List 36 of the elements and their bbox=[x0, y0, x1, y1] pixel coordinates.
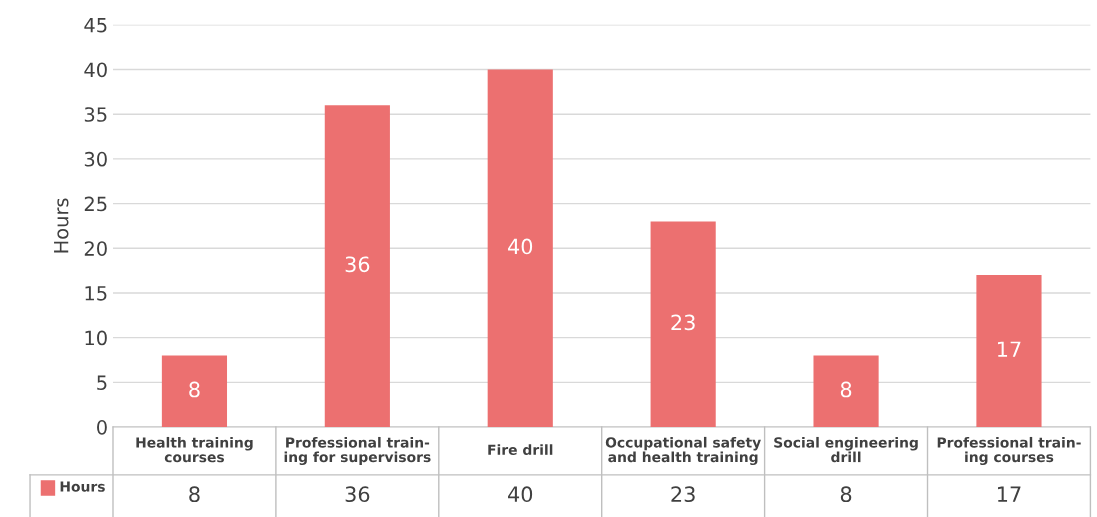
x-tick-label: Fire drill bbox=[488, 444, 553, 455]
data-label: 17 bbox=[998, 341, 1021, 357]
data-label: 8 bbox=[840, 381, 852, 398]
bar bbox=[813, 355, 879, 428]
text: 36 bbox=[345, 486, 370, 503]
data-label: 23 bbox=[671, 314, 695, 331]
y-tick-label: 10 bbox=[85, 330, 107, 346]
y-tick-label: 30 bbox=[84, 151, 107, 167]
text: 23 bbox=[671, 486, 695, 503]
bar bbox=[324, 105, 390, 428]
text: 8 bbox=[840, 486, 852, 503]
y-tick-label: 5 bbox=[97, 375, 107, 391]
y-tick-label: 25 bbox=[84, 196, 107, 212]
data-label: 36 bbox=[345, 256, 370, 273]
bar bbox=[487, 69, 553, 428]
x-tick-label: Social engineering drill bbox=[774, 436, 918, 463]
y-tick-label: 45 bbox=[84, 18, 107, 33]
legend-label: Hours bbox=[60, 481, 105, 492]
text: 17 bbox=[998, 486, 1021, 502]
y-axis-title: Hours bbox=[54, 198, 69, 253]
data-label: 8 bbox=[189, 381, 200, 398]
x-tick-label: Health training courses bbox=[136, 436, 253, 463]
text: 8 bbox=[189, 486, 200, 503]
y-tick-label: 20 bbox=[84, 241, 107, 256]
y-tick-label: 35 bbox=[84, 107, 107, 122]
y-tick-label: 0 bbox=[97, 420, 107, 435]
y-tick-label: 15 bbox=[85, 286, 107, 301]
bar bbox=[161, 355, 228, 428]
text: 40 bbox=[508, 486, 533, 503]
data-label: 40 bbox=[508, 238, 533, 255]
y-tick-label: 40 bbox=[84, 62, 107, 78]
bar bbox=[976, 275, 1042, 428]
x-tick-label: Professional train- ing courses bbox=[937, 436, 1081, 465]
x-tick-label: Occupational safety and health training bbox=[605, 436, 761, 466]
x-tick-label: Professional train- ing for supervisors bbox=[284, 436, 431, 465]
bar bbox=[650, 221, 716, 428]
